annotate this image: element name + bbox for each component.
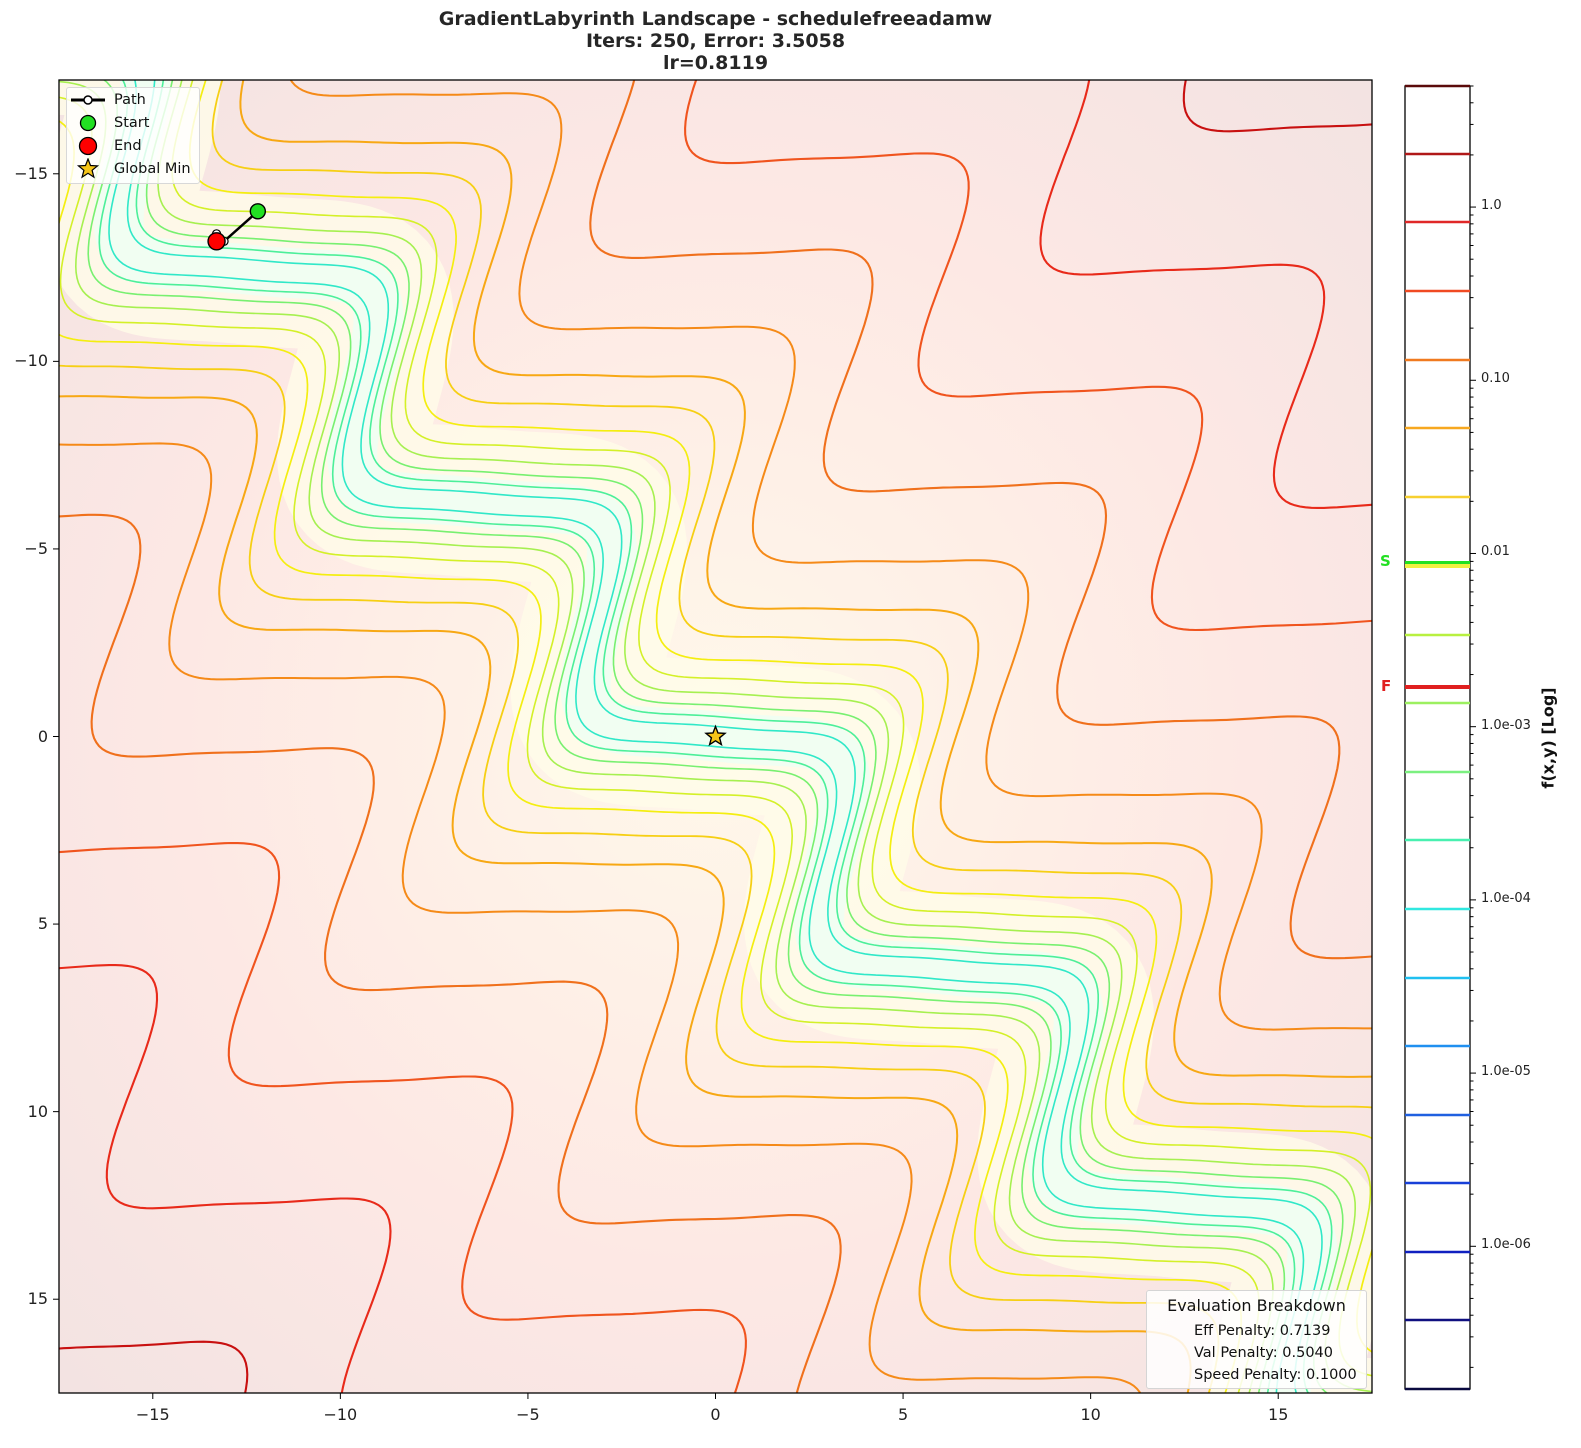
start-value-marker: S bbox=[1380, 552, 1391, 570]
x-tick-label: −5 bbox=[516, 1405, 540, 1424]
contour-line bbox=[1182, 80, 1372, 133]
legend-item-global-min: Global Min bbox=[67, 157, 191, 180]
evaluation-heading: Evaluation Breakdown bbox=[1167, 1296, 1346, 1315]
chart-title: GradientLabyrinth Landscape - schedulefr… bbox=[59, 8, 1372, 74]
optimizer-path bbox=[207, 203, 727, 747]
x-tick-label: −10 bbox=[323, 1405, 358, 1424]
legend: Path Start End Global Min bbox=[66, 87, 200, 184]
colorbar bbox=[1404, 84, 1476, 1391]
colorbar-tick-label: 0.10 bbox=[1481, 371, 1510, 387]
axis-ticks bbox=[53, 173, 1279, 1399]
y-tick-label: 15 bbox=[27, 1289, 48, 1309]
legend-label: End bbox=[114, 138, 142, 154]
colorbar-tick-label: 1.0e-04 bbox=[1481, 890, 1531, 906]
x-tick-label: 0 bbox=[710, 1405, 721, 1424]
path-line-icon bbox=[67, 89, 111, 111]
colorbar-levels bbox=[1405, 84, 1470, 1391]
title-line-1: GradientLabyrinth Landscape - schedulefr… bbox=[438, 8, 993, 30]
colorbar-tick-label: 1.0e-06 bbox=[1481, 1237, 1531, 1253]
end-marker bbox=[207, 232, 226, 251]
final-value-marker: F bbox=[1381, 677, 1392, 695]
x-tick-label: 5 bbox=[897, 1405, 909, 1424]
star-icon bbox=[67, 157, 111, 180]
red-circle-icon bbox=[67, 135, 111, 157]
colorbar-tick-label: 0.01 bbox=[1481, 544, 1510, 560]
x-tick-label: −15 bbox=[135, 1405, 170, 1424]
y-tick-label: −15 bbox=[14, 163, 48, 183]
start-marker bbox=[249, 203, 267, 220]
y-tick-label: 10 bbox=[27, 1101, 48, 1121]
colorbar-title: f(x,y) [Log] bbox=[1538, 687, 1558, 789]
y-tick-label: 0 bbox=[37, 726, 48, 746]
colorbar-tick-label: 1.0e-05 bbox=[1481, 1064, 1531, 1080]
green-circle-icon bbox=[67, 112, 111, 134]
val-penalty: Val Penalty: 0.5040 bbox=[1194, 1345, 1334, 1361]
contour-line bbox=[1039, 80, 1372, 509]
contour-line bbox=[59, 513, 842, 1393]
colorbar-tick-label: 1.0 bbox=[1481, 198, 1502, 214]
contour-line bbox=[59, 1340, 249, 1393]
colorbar-tick-label: 1.0e-03 bbox=[1481, 717, 1531, 733]
legend-label: Global Min bbox=[114, 161, 191, 177]
speed-penalty: Speed Penalty: 0.1000 bbox=[1194, 1367, 1357, 1383]
legend-label: Path bbox=[114, 92, 146, 108]
y-tick-label: 5 bbox=[37, 914, 48, 934]
evaluation-breakdown-box: Evaluation Breakdown Eff Penalty: 0.7139… bbox=[1146, 1290, 1367, 1389]
colorbar-ticks bbox=[1470, 85, 1476, 1368]
y-tick-label: −10 bbox=[14, 351, 48, 371]
legend-item-end: End bbox=[67, 135, 142, 157]
title-line-2: Iters: 250, Error: 3.5058 bbox=[585, 30, 846, 52]
legend-label: Start bbox=[114, 115, 150, 131]
y-tick-label: −5 bbox=[24, 538, 48, 558]
eff-penalty: Eff Penalty: 0.7139 bbox=[1194, 1323, 1331, 1339]
x-tick-label: 15 bbox=[1268, 1405, 1289, 1424]
colorbar-frame bbox=[1404, 85, 1471, 1390]
contour-line bbox=[59, 841, 747, 1393]
contour-line bbox=[59, 964, 392, 1393]
legend-item-start: Start bbox=[67, 112, 149, 134]
x-tick-label: 10 bbox=[1080, 1405, 1101, 1424]
legend-item-path: Path bbox=[67, 89, 146, 111]
title-line-3: lr=0.8119 bbox=[662, 52, 769, 74]
global-min-star-icon bbox=[704, 724, 727, 747]
